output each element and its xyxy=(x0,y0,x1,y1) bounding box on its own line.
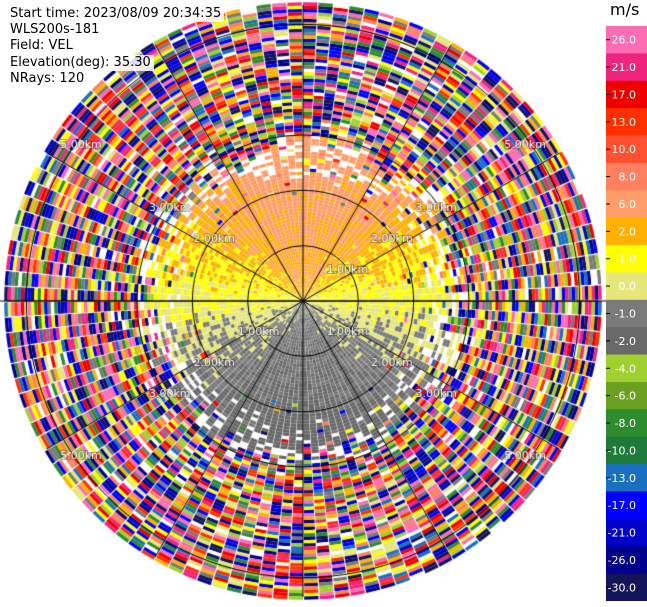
colorbar-tick-label: -1.0 xyxy=(615,308,636,321)
colorbar-band xyxy=(606,108,647,137)
colorbar-tick-label: 17.0 xyxy=(612,88,637,101)
colorbar-tick-label: 10.0 xyxy=(612,143,637,156)
colorbar-band xyxy=(606,26,647,54)
scan-info: Start time: 2023/08/09 20:34:35 WLS200s-… xyxy=(10,6,225,88)
colorbar-tick-label: -26.0 xyxy=(608,554,636,567)
colorbar-band xyxy=(606,272,647,301)
colorbar-band xyxy=(606,217,647,246)
colorbar-tick-label: -4.0 xyxy=(615,362,636,375)
colorbar-band xyxy=(606,162,647,191)
colorbar-band xyxy=(606,135,647,164)
colorbar-band xyxy=(606,299,647,328)
colorbar: 26.0 21.0 17.0 13.0 10.0 8.0 6.0 2.0 1.0 0.0 -1.0 -… xyxy=(606,26,647,601)
elevation-angle: Elevation(deg): 35.30 xyxy=(10,54,154,71)
field-name: Field: VEL xyxy=(10,38,76,55)
colorbar-band xyxy=(606,464,647,492)
ppi-velocity-plot xyxy=(0,0,606,607)
colorbar-band xyxy=(606,491,647,520)
colorbar-band xyxy=(606,546,647,575)
ray-count: NRays: 120 xyxy=(10,70,88,88)
colorbar-tick-label: 8.0 xyxy=(619,171,637,184)
colorbar-tick-label: -17.0 xyxy=(608,499,636,512)
colorbar-tick-label: 0.0 xyxy=(619,280,637,293)
colorbar-band xyxy=(606,436,647,465)
colorbar-band xyxy=(606,518,647,547)
colorbar-band xyxy=(606,245,647,273)
colorbar-tick-label: -2.0 xyxy=(615,335,636,348)
colorbar-band xyxy=(606,409,647,438)
colorbar-tick-label: 2.0 xyxy=(619,225,637,238)
colorbar-band xyxy=(606,573,647,601)
colorbar-tick-label: -10.0 xyxy=(608,444,636,457)
start-time: Start time: 2023/08/09 20:34:35 xyxy=(10,6,225,23)
colorbar-tick-label: 21.0 xyxy=(612,61,637,74)
colorbar-band xyxy=(606,190,647,219)
colorbar-band xyxy=(606,381,647,410)
colorbar-tick-label: -8.0 xyxy=(615,417,636,430)
colorbar-band xyxy=(606,327,647,356)
colorbar-band xyxy=(606,354,647,383)
colorbar-band xyxy=(606,53,647,82)
colorbar-tick-label: 6.0 xyxy=(619,198,637,211)
colorbar-tick-label: -21.0 xyxy=(608,527,636,540)
colorbar-band xyxy=(606,80,647,109)
colorbar-tick-label: 1.0 xyxy=(619,253,637,266)
colorbar-tick-label: -6.0 xyxy=(615,390,636,403)
colorbar-tick-label: 13.0 xyxy=(612,116,637,129)
colorbar-tick-label: -30.0 xyxy=(608,581,636,594)
colorbar-tick-label: -13.0 xyxy=(608,472,636,485)
instrument-name: WLS200s-181 xyxy=(10,22,103,39)
colorbar-tick-label: 26.0 xyxy=(612,34,637,47)
colorbar-unit: m/s xyxy=(610,0,640,19)
